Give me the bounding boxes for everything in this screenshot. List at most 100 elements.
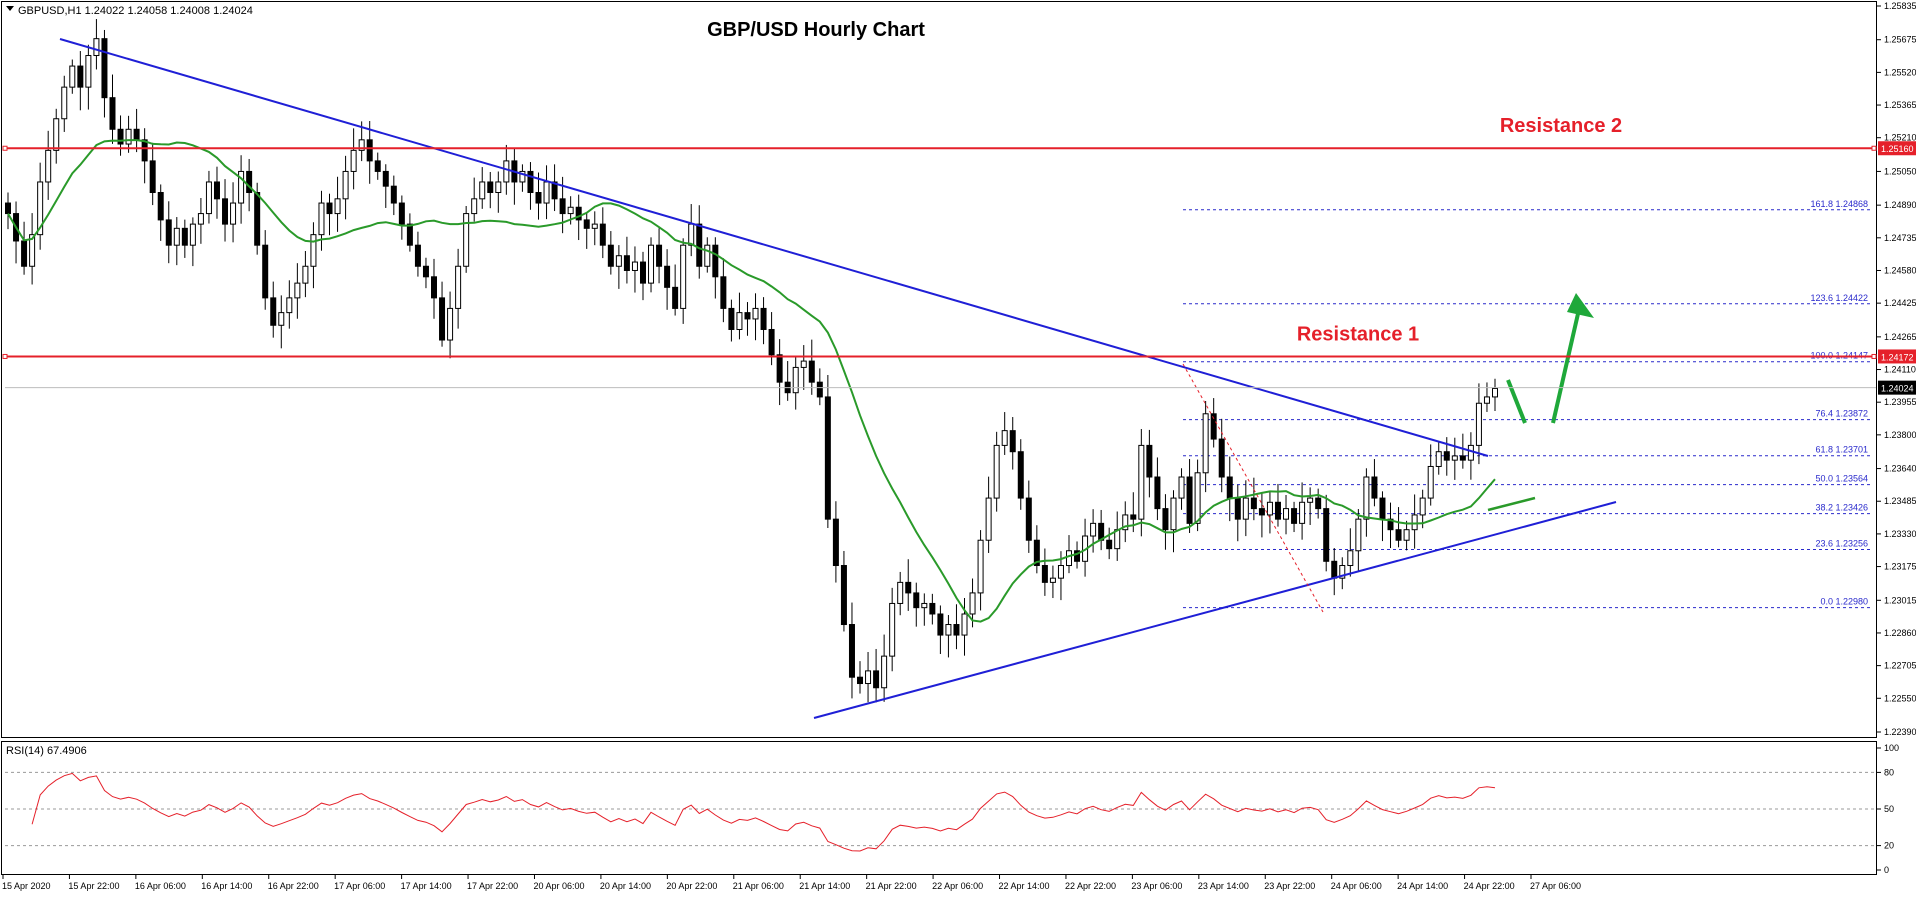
time-tick-label: 27 Apr 06:00 <box>1530 881 1581 891</box>
candle-body <box>271 298 276 325</box>
candle-body <box>311 235 316 267</box>
time-tick-label: 15 Apr 22:00 <box>68 881 119 891</box>
candle-body <box>970 593 975 614</box>
candle-body <box>102 39 107 98</box>
candle-body <box>343 171 348 198</box>
price-tick-label: 1.23485 <box>1884 496 1916 506</box>
candle-body <box>1091 523 1096 536</box>
resistance-anchor-left <box>3 354 7 358</box>
candle-body <box>303 266 308 283</box>
candle-body <box>255 193 260 246</box>
candle-body <box>1026 498 1031 540</box>
candle-body <box>544 182 549 203</box>
candle-body <box>214 182 219 199</box>
time-tick-label: 24 Apr 22:00 <box>1464 881 1515 891</box>
time-tick-label: 22 Apr 06:00 <box>932 881 983 891</box>
candle-body <box>737 313 742 330</box>
time-tick-label: 22 Apr 22:00 <box>1065 881 1116 891</box>
candle-body <box>705 245 710 266</box>
current-price-label: 1.24024 <box>1881 384 1914 394</box>
candle-body <box>1171 498 1176 530</box>
time-tick-label: 16 Apr 22:00 <box>268 881 319 891</box>
candle-body <box>126 129 131 144</box>
candle-body <box>536 193 541 204</box>
resistance-anchor-left <box>3 146 7 150</box>
candle-body <box>94 39 99 56</box>
candle-body <box>1404 530 1409 541</box>
candle-body <box>825 397 830 519</box>
candle <box>464 206 469 273</box>
candle-body <box>375 161 380 172</box>
candle-body <box>1050 578 1055 582</box>
candle-body <box>415 245 420 266</box>
fib-level-label: 76.4 1.23872 <box>1815 409 1868 419</box>
candle-body <box>319 203 324 235</box>
candle-body <box>1476 403 1481 445</box>
time-tick-label: 15 Apr 2020 <box>2 881 51 891</box>
candle-body <box>54 119 59 151</box>
candle-body <box>1058 566 1063 579</box>
candle-body <box>769 329 774 354</box>
candle-body <box>1179 477 1184 498</box>
price-tick-label: 1.25520 <box>1884 67 1916 77</box>
price-tick-label: 1.23640 <box>1884 464 1916 474</box>
candle-body <box>432 277 437 298</box>
candle-body <box>1066 551 1071 566</box>
time-tick-label: 20 Apr 22:00 <box>666 881 717 891</box>
price-tick-label: 1.23175 <box>1884 562 1916 572</box>
candle-body <box>287 298 292 313</box>
candle-body <box>351 150 356 171</box>
candle-body <box>22 241 27 266</box>
candle-body <box>1300 502 1305 523</box>
candle-body <box>681 245 686 308</box>
candle-body <box>327 203 332 214</box>
candle-body <box>367 140 372 161</box>
candle-body <box>882 656 887 688</box>
candle-body <box>1002 431 1007 446</box>
candle-body <box>1460 456 1465 460</box>
rsi-tick-label: 100 <box>1884 743 1899 753</box>
rsi-tick-label: 0 <box>1884 865 1889 875</box>
candle-body <box>777 355 782 382</box>
candle-body <box>632 262 637 270</box>
candle-body <box>1235 498 1240 519</box>
candle-body <box>761 308 766 329</box>
resistance-price-label: 1.25160 <box>1881 144 1914 154</box>
candle-body <box>142 140 147 161</box>
time-tick-label: 17 Apr 06:00 <box>334 881 385 891</box>
price-tick-label: 1.22705 <box>1884 661 1916 671</box>
candle-body <box>1227 477 1232 498</box>
candle-body <box>1010 431 1015 452</box>
candle-body <box>1356 519 1361 551</box>
candle-body <box>166 220 171 245</box>
price-tick-label: 1.24425 <box>1884 298 1916 308</box>
candle-body <box>657 245 662 266</box>
price-tick-label: 1.24265 <box>1884 332 1916 342</box>
time-tick-label: 23 Apr 22:00 <box>1264 881 1315 891</box>
candle-body <box>817 382 822 397</box>
candle-body <box>1018 452 1023 498</box>
candle-body <box>295 283 300 298</box>
time-tick-label: 17 Apr 14:00 <box>401 881 452 891</box>
price-tick-label: 1.23330 <box>1884 529 1916 539</box>
price-tick-label: 1.23955 <box>1884 397 1916 407</box>
candle-body <box>1308 498 1313 502</box>
candle-body <box>383 171 388 186</box>
time-tick-label: 22 Apr 14:00 <box>999 881 1050 891</box>
candle-body <box>841 566 846 625</box>
candle-body <box>440 298 445 340</box>
time-tick-label: 21 Apr 14:00 <box>799 881 850 891</box>
candle-body <box>1107 540 1112 548</box>
candle-body <box>584 220 589 228</box>
candle-body <box>858 677 863 683</box>
fib-level-label: 161.8 1.24868 <box>1810 199 1868 209</box>
price-tick-label: 1.24110 <box>1884 365 1916 375</box>
candle-body <box>616 256 621 267</box>
fib-level-label: 0.0 1.22980 <box>1820 597 1868 607</box>
candle-body <box>1316 498 1321 509</box>
candle-body <box>118 129 123 144</box>
fib-level-label: 23.6 1.23256 <box>1815 538 1868 548</box>
candle-body <box>158 193 163 220</box>
time-tick-label: 21 Apr 22:00 <box>866 881 917 891</box>
resistance-anchor-right <box>1872 354 1876 358</box>
